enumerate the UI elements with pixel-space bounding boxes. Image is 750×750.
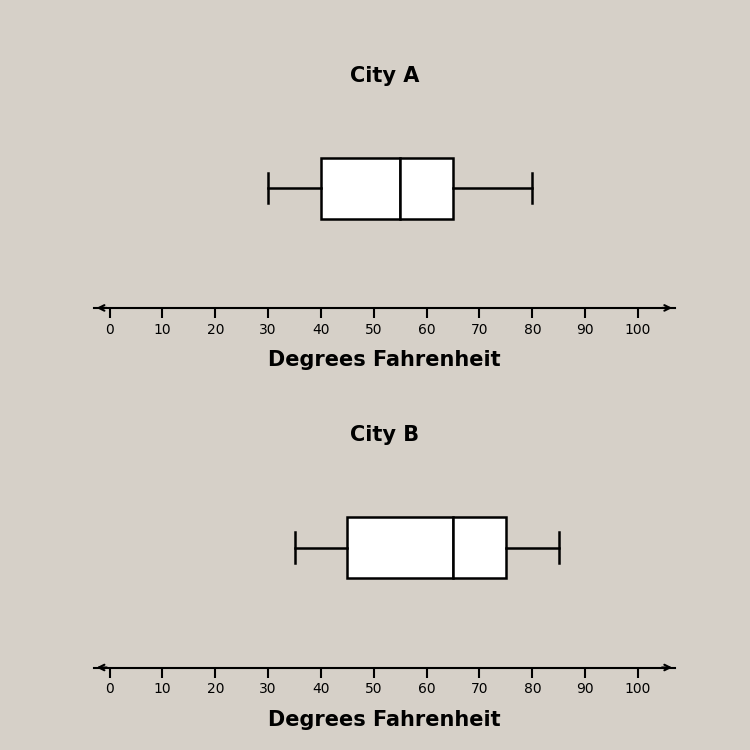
Bar [347,518,453,578]
X-axis label: Degrees Fahrenheit: Degrees Fahrenheit [268,350,501,370]
Title: City B: City B [350,425,419,445]
Bar [400,158,453,218]
X-axis label: Degrees Fahrenheit: Degrees Fahrenheit [268,710,501,730]
Bar [453,518,506,578]
Bar [321,158,400,218]
Title: City A: City A [350,66,419,86]
